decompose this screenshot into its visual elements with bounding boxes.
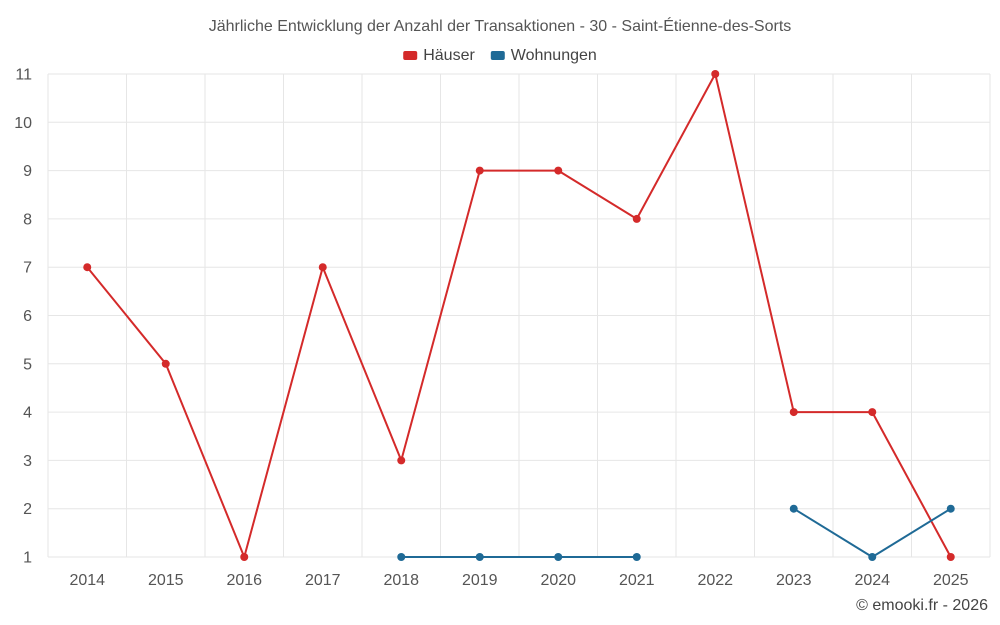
data-point[interactable] [475, 553, 484, 561]
data-point[interactable] [83, 263, 92, 272]
x-tick-label: 2014 [69, 572, 105, 589]
legend-item-2[interactable]: Wohnungen [490, 47, 597, 64]
x-tick-label: 2015 [148, 572, 184, 589]
y-tick-label: 7 [23, 260, 32, 277]
x-tick-label: 2021 [619, 572, 655, 589]
data-point[interactable] [711, 70, 720, 78]
legend: Häuser Wohnungen [403, 47, 597, 64]
credit-text: © emooki.fr - 2026 [856, 597, 988, 614]
y-tick-label: 2 [23, 501, 32, 518]
y-tick-label: 3 [23, 453, 32, 470]
series-line [86, 73, 952, 558]
legend-label: Wohnungen [511, 47, 597, 64]
data-point[interactable] [318, 263, 327, 272]
data-point[interactable] [554, 553, 563, 561]
x-tick-label: 2018 [383, 572, 419, 589]
x-tick-label: 2019 [462, 572, 498, 589]
axes: 1 2 3 4 5 6 7 8 9 10 11 2014 2015 2016 2017 2018 2019 202… [14, 67, 968, 590]
y-tick-label: 8 [23, 211, 32, 228]
x-tick-label: 2016 [226, 572, 262, 589]
series-1 [83, 70, 955, 561]
data-point[interactable] [789, 408, 798, 417]
x-tick-label: 2020 [540, 572, 576, 589]
data-point[interactable] [868, 553, 877, 561]
series [83, 70, 955, 561]
legend-swatch [403, 51, 418, 60]
grid [47, 73, 991, 558]
y-tick-label: 4 [23, 405, 32, 422]
x-tick-label: 2024 [854, 572, 890, 589]
data-point[interactable] [397, 456, 406, 465]
data-point[interactable] [554, 166, 563, 175]
data-point[interactable] [632, 214, 641, 223]
data-point[interactable] [397, 553, 406, 561]
y-tick-label: 9 [23, 163, 32, 180]
series-line [793, 507, 952, 558]
data-point[interactable] [789, 504, 798, 513]
data-point[interactable] [632, 553, 641, 561]
legend-item-1[interactable]: Häuser [403, 47, 475, 64]
data-point[interactable] [475, 166, 484, 175]
data-point[interactable] [161, 359, 170, 368]
y-tick-label: 11 [15, 67, 32, 84]
y-tick-label: 10 [14, 115, 32, 132]
x-tick-label: 2017 [305, 572, 341, 589]
x-tick-label: 2023 [776, 572, 812, 589]
legend-swatch [490, 51, 505, 60]
y-tick-label: 1 [23, 550, 32, 567]
legend-label: Häuser [423, 47, 475, 64]
chart-title: Jährliche Entwicklung der Anzahl der Tra… [209, 16, 792, 35]
data-point[interactable] [946, 553, 955, 561]
data-point[interactable] [868, 408, 877, 417]
y-tick-label: 5 [23, 356, 32, 373]
x-tick-label: 2022 [697, 572, 733, 589]
data-point[interactable] [240, 553, 249, 561]
x-tick-label: 2025 [933, 572, 969, 589]
y-tick-label: 6 [23, 308, 32, 325]
data-point[interactable] [946, 504, 955, 513]
series-2 [397, 504, 955, 561]
